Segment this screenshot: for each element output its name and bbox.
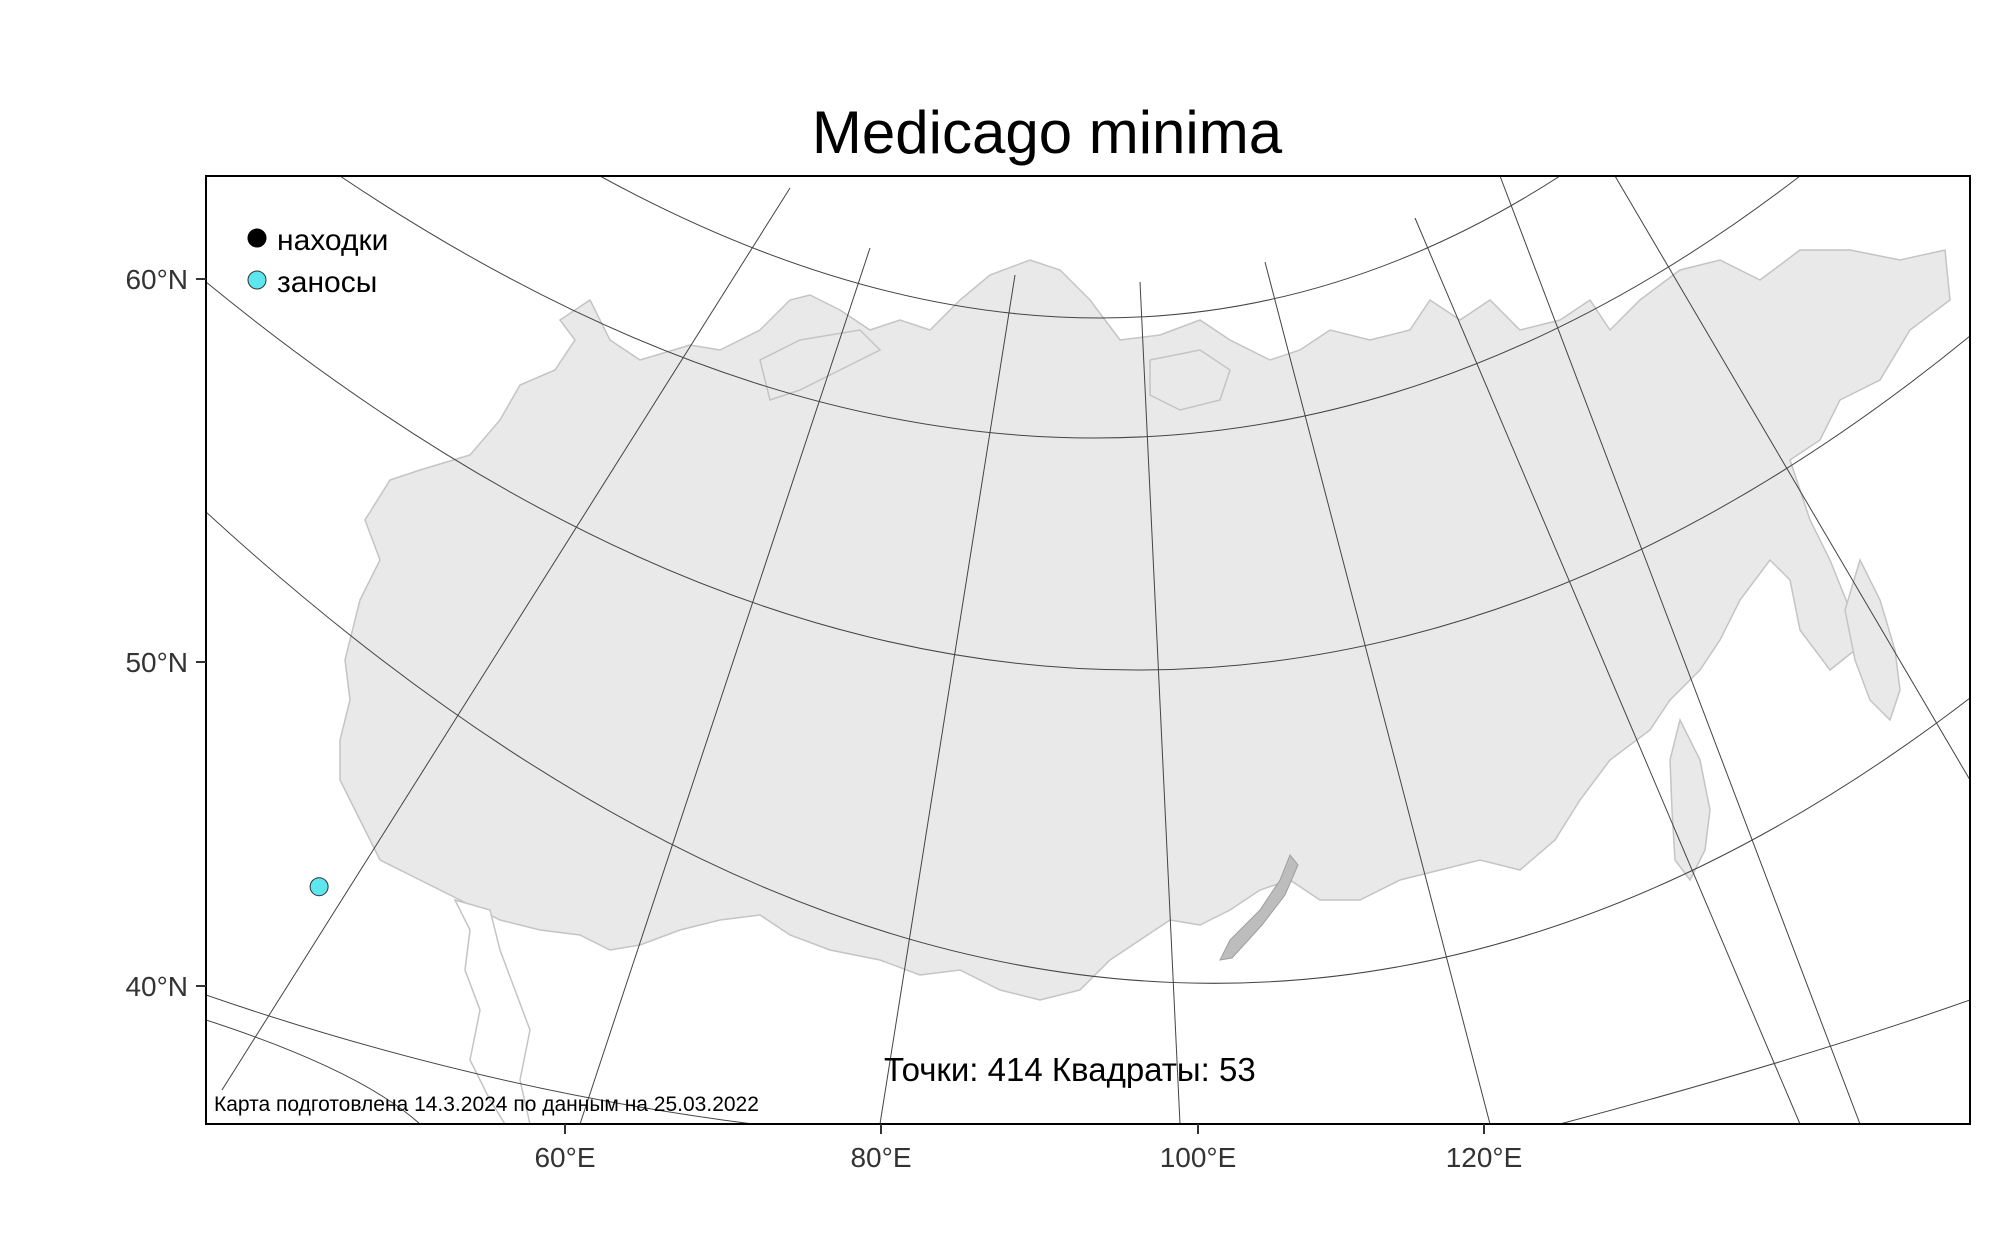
lon-label-120: 120°E [1446, 1142, 1523, 1173]
introduction-marker [24, 850, 42, 868]
legend-introductions-swatch [247, 270, 267, 290]
lat-axis: 60°N 50°N 40°N [125, 264, 206, 1002]
legend-finds-swatch [247, 228, 267, 248]
novaya-zemlya [759, 329, 882, 401]
kamchatka [1844, 557, 1901, 722]
lake-baikal [1219, 854, 1299, 961]
russia-land [339, 249, 1951, 1001]
stats-text: Точки: 414 Квадраты: 53 [884, 1051, 1256, 1088]
caspian-sea [453, 898, 531, 1124]
lon-label-80: 80°E [850, 1142, 911, 1173]
lon-label-100: 100°E [1160, 1142, 1237, 1173]
lon-label-60: 60°E [534, 1142, 595, 1173]
sakhalin [1669, 717, 1711, 882]
legend: находки заносы [247, 224, 388, 299]
lat-label-40: 40°N [125, 971, 188, 1002]
graticule [206, 176, 1970, 1124]
lat-label-60: 60°N [125, 264, 188, 295]
map-title: Medicago minima [812, 99, 1283, 166]
map-frame [205, 175, 1971, 1125]
legend-finds-label: находки [277, 224, 388, 257]
credit-text: Карта подготовлена 14.3.2024 по данным н… [214, 1093, 759, 1116]
legend-introductions-label: заносы [277, 266, 377, 299]
introduction-markers [7, 352, 329, 897]
lon-axis: 60°E 80°E 100°E 120°E [534, 1124, 1522, 1173]
map-area [7, 176, 1970, 1124]
introduction-marker [309, 877, 329, 897]
severnaya-zemlya [1149, 349, 1231, 411]
introduction-marker [7, 352, 25, 370]
lat-label-50: 50°N [125, 647, 188, 678]
